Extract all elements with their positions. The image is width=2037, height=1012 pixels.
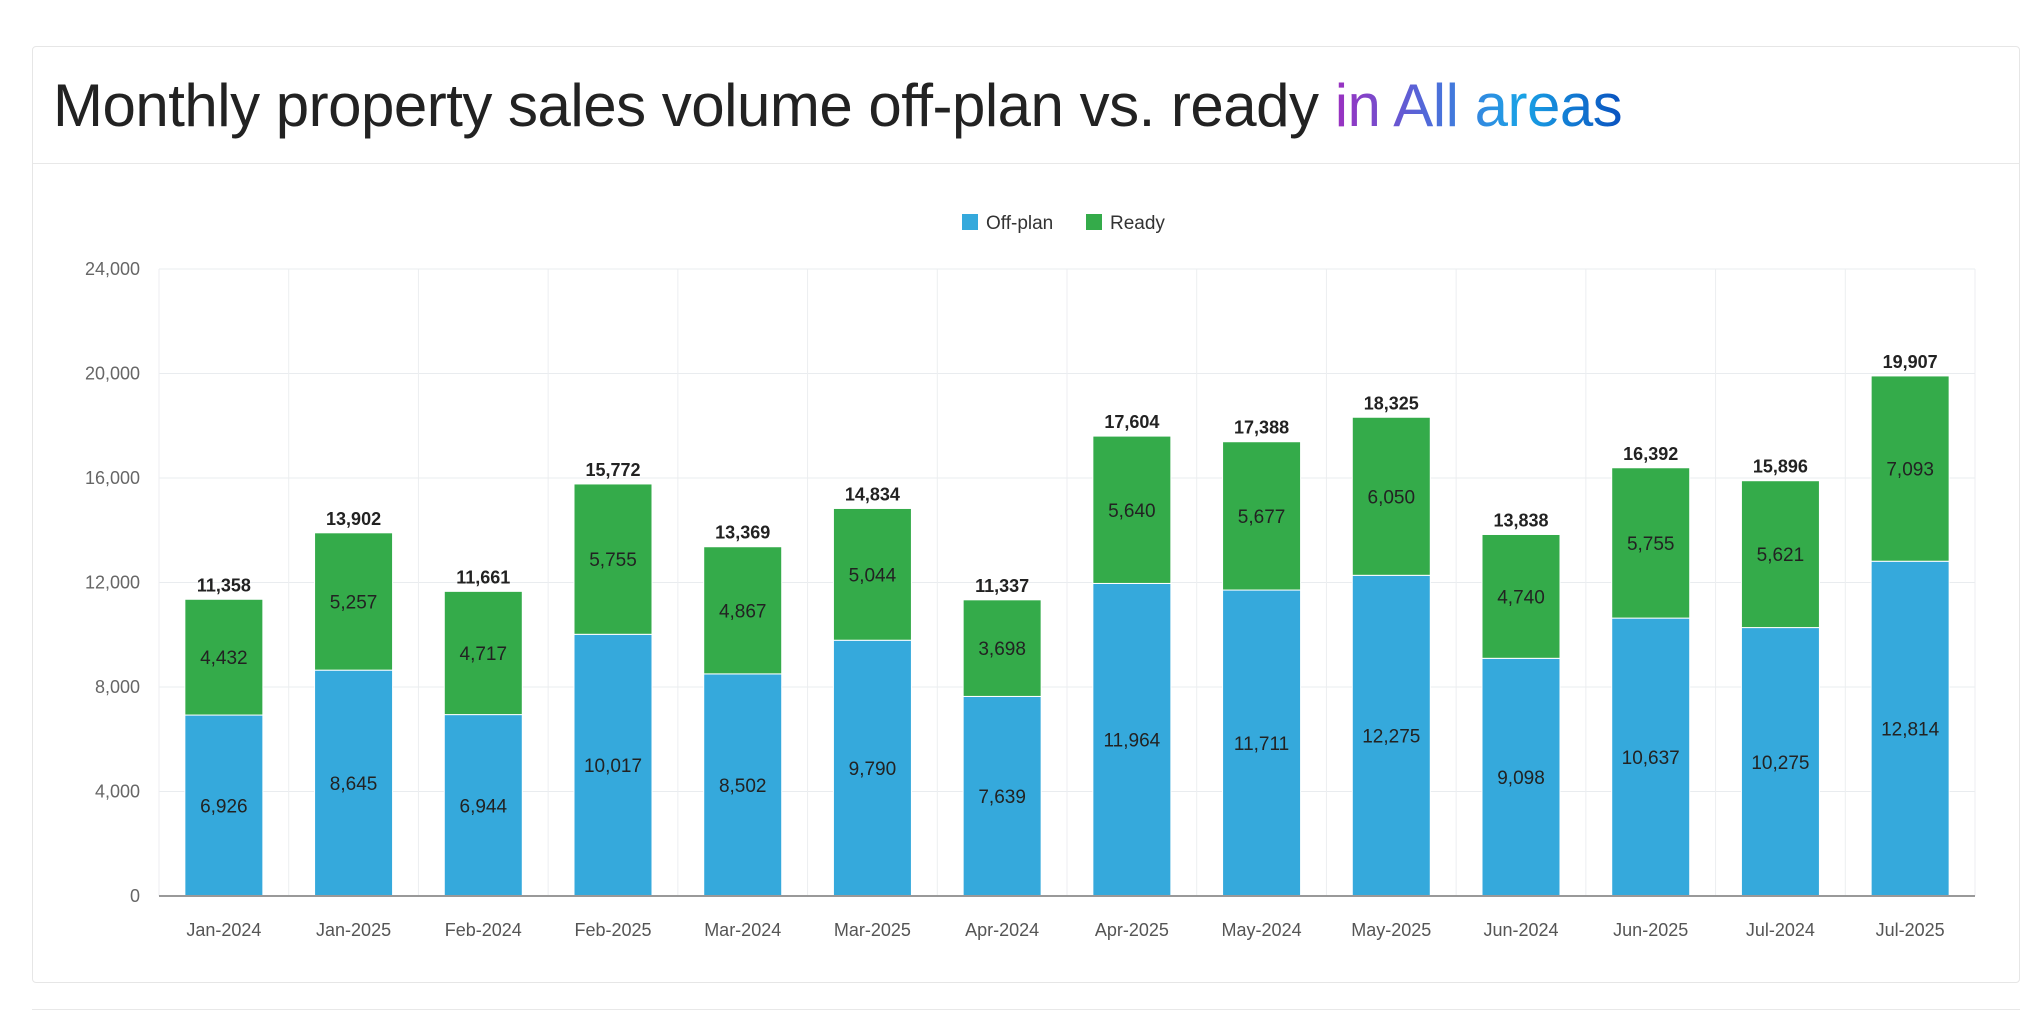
bar-segment-off-plan: [1351, 574, 1431, 897]
bar-total-label: 11,661: [456, 567, 510, 587]
legend-swatch-ready: [1086, 214, 1102, 230]
bar-value-label: 12,275: [1362, 727, 1420, 748]
bar-segment-off-plan: [1092, 582, 1172, 897]
x-tick-label: Jan-2024: [186, 920, 261, 940]
bar-value-label: 7,639: [978, 787, 1026, 808]
bar-value-label: 11,964: [1104, 731, 1161, 752]
y-tick-label: 0: [130, 886, 140, 906]
x-tick-label: Jul-2024: [1746, 920, 1815, 940]
bar-total-label: 13,838: [1493, 510, 1548, 530]
bar-segment-ready: [1481, 533, 1561, 659]
bar-segment-ready: [184, 598, 264, 716]
bar-value-label: 7,093: [1886, 460, 1934, 481]
bar-value-label: 11,711: [1234, 734, 1289, 755]
y-tick-label: 24,000: [85, 259, 140, 279]
y-tick-label: 4,000: [95, 782, 140, 802]
bar-value-label: 5,677: [1238, 507, 1286, 528]
bar-value-label: 5,640: [1108, 501, 1156, 522]
bar-value-label: 5,755: [1627, 534, 1675, 555]
bar-value-label: 4,432: [200, 648, 248, 669]
bar-value-label: 8,645: [330, 774, 378, 795]
bar-total-label: 17,604: [1104, 412, 1159, 432]
bar-segment-ready: [1351, 416, 1431, 576]
bar-total-label: 17,388: [1234, 418, 1289, 438]
bar-segment-ready: [962, 599, 1042, 697]
bar-total-label: 15,772: [585, 460, 640, 480]
bar-value-label: 10,275: [1751, 753, 1809, 774]
title-main: Monthly property sales volume off-plan v…: [53, 71, 1319, 139]
bar-value-label: 5,755: [589, 550, 637, 571]
y-tick-label: 20,000: [85, 364, 140, 384]
bar-value-label: 4,717: [460, 644, 508, 665]
bar-value-label: 9,790: [849, 759, 897, 780]
x-tick-label: Jul-2025: [1876, 920, 1945, 940]
bar-segment-ready: [832, 507, 912, 641]
x-tick-label: Jan-2025: [316, 920, 391, 940]
bar-value-label: 6,050: [1368, 487, 1416, 508]
bar-value-label: 5,257: [330, 592, 378, 613]
bar-segment-ready: [314, 532, 394, 671]
x-tick-label: May-2024: [1222, 920, 1302, 940]
x-tick-label: May-2025: [1351, 920, 1431, 940]
bar-total-label: 16,392: [1623, 444, 1678, 464]
bar-value-label: 4,867: [719, 601, 767, 622]
bar-total-label: 19,907: [1883, 352, 1938, 372]
title-area-highlight: in All areas: [1334, 71, 1623, 139]
bar-segment-off-plan: [1481, 657, 1561, 897]
x-tick-label: Apr-2024: [965, 920, 1039, 940]
bar-value-label: 4,740: [1497, 587, 1545, 608]
bar-segment-off-plan: [443, 714, 523, 897]
bar-total-label: 11,358: [197, 575, 251, 595]
bar-segment-ready: [1092, 435, 1172, 584]
x-tick-label: Mar-2025: [834, 920, 911, 940]
bar-value-label: 6,944: [460, 796, 508, 817]
bar-value-label: 10,637: [1622, 748, 1680, 769]
legend-label-ready[interactable]: Ready: [1110, 213, 1165, 234]
bar-segment-ready: [1222, 441, 1302, 591]
x-tick-label: Mar-2024: [704, 920, 781, 940]
bar-value-label: 9,098: [1497, 768, 1545, 789]
bar-value-label: 12,814: [1881, 720, 1940, 741]
x-tick-label: Feb-2024: [445, 920, 522, 940]
bar-value-label: 6,926: [200, 797, 248, 818]
bar-segment-ready: [573, 483, 653, 635]
divider: [32, 1009, 2020, 1010]
y-tick-label: 12,000: [85, 573, 140, 593]
y-tick-label: 16,000: [85, 468, 140, 488]
legend-swatch-off-plan: [962, 214, 978, 230]
bar-segment-ready: [443, 590, 523, 716]
page-title: Monthly property sales volume off-plan v…: [53, 71, 1623, 140]
x-tick-label: Feb-2025: [574, 920, 651, 940]
x-tick-label: Jun-2025: [1613, 920, 1688, 940]
bar-value-label: 3,698: [978, 639, 1026, 660]
bar-segment-off-plan: [1740, 627, 1820, 897]
bar-segment-off-plan: [1222, 589, 1302, 897]
bar-value-label: 10,017: [584, 756, 642, 777]
bar-total-label: 15,896: [1753, 457, 1808, 477]
y-tick-label: 8,000: [95, 677, 140, 697]
bar-value-label: 5,621: [1757, 545, 1805, 566]
bar-segment-ready: [703, 546, 783, 675]
chart-header: Monthly property sales volume off-plan v…: [33, 47, 2019, 164]
x-tick-label: Apr-2025: [1095, 920, 1169, 940]
x-tick-label: Jun-2024: [1483, 920, 1558, 940]
bar-total-label: 14,834: [845, 484, 900, 504]
bar-total-label: 18,325: [1364, 393, 1419, 413]
bar-segment-off-plan: [573, 633, 653, 897]
bar-value-label: 5,044: [849, 565, 897, 586]
bar-total-label: 13,902: [326, 509, 381, 529]
bar-segment-off-plan: [832, 639, 912, 897]
bar-segment-off-plan: [962, 695, 1042, 897]
bar-segment-ready: [1870, 375, 1950, 562]
bar-segment-ready: [1611, 467, 1691, 619]
bar-segment-ready: [1740, 480, 1820, 629]
legend-label-off-plan[interactable]: Off-plan: [986, 213, 1053, 234]
bar-segment-off-plan: [184, 714, 264, 897]
bar-total-label: 11,337: [975, 576, 1029, 596]
bar-value-label: 8,502: [719, 776, 767, 797]
bar-segment-off-plan: [703, 673, 783, 897]
bar-total-label: 13,369: [715, 523, 770, 543]
